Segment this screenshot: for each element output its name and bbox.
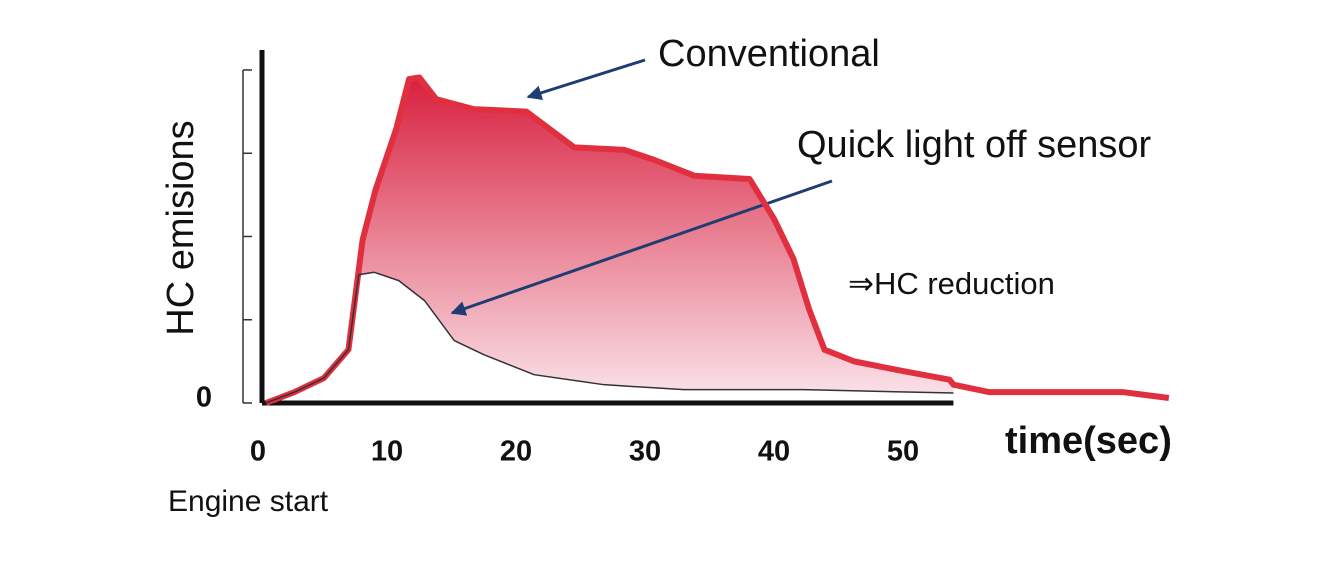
x-tick-label: 10 <box>371 436 403 468</box>
annotation: Conventional <box>658 33 880 75</box>
annotation: Engine start <box>168 485 329 518</box>
x-tick-label: 40 <box>758 436 790 468</box>
x-tick-label: 30 <box>629 436 661 468</box>
arrow <box>526 58 646 101</box>
x-axis-label: time(sec) <box>1005 420 1172 462</box>
series-line <box>264 74 1170 406</box>
x-tick-label: 0 <box>250 436 266 468</box>
annotation: Quick light off sensor <box>797 124 1151 166</box>
x-tick-label: 20 <box>500 436 532 468</box>
y-axis-label: HC emisions <box>160 120 202 335</box>
series-line <box>265 271 954 404</box>
reduction-area <box>265 77 954 403</box>
arrow <box>450 179 833 316</box>
annotation: ⇒HC reduction <box>848 266 1055 301</box>
x-tick-label: 50 <box>887 436 919 468</box>
y-tick-label: 0 <box>196 382 212 414</box>
